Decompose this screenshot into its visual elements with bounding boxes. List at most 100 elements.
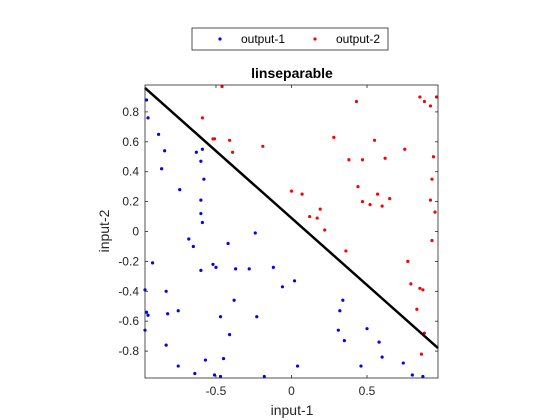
point-output-1 [212,373,217,377]
point-output-1 [146,313,150,317]
y-tick-label: 0 [132,225,139,239]
x-axis-ticks: -0.5 0 0.5 [206,85,376,398]
point-output-1 [199,198,203,202]
point-output-1 [211,262,215,266]
plot-area [145,85,438,378]
point-output-2 [332,135,336,139]
point-output-1 [227,333,232,337]
point-output-1 [253,231,257,235]
y-tick-label: -0.4 [118,284,139,298]
point-output-2 [344,249,348,253]
point-output-2 [360,200,365,204]
point-output-2 [318,207,322,211]
point-output-1 [359,364,363,368]
point-output-2 [300,192,304,196]
point-output-1 [255,315,259,319]
point-output-1 [247,267,251,271]
y-tick-label: 0.8 [122,105,139,119]
y-axis-ticks: -0.8 -0.6 -0.4 -0.2 0 0.2 0.4 0.6 0.8 [118,105,438,358]
point-output-2 [418,286,422,290]
point-output-2 [406,259,410,263]
point-output-1 [200,220,204,225]
point-output-2 [388,197,392,201]
point-output-1 [150,261,155,265]
point-output-1 [176,364,180,368]
point-output-2 [422,99,427,104]
point-output-2 [308,214,312,219]
point-output-2 [415,307,419,311]
y-tick-label: -0.2 [118,254,139,268]
y-tick-label: 0.2 [122,195,139,209]
point-output-1 [342,339,346,343]
point-output-1 [365,327,369,331]
point-output-2 [430,177,434,181]
point-output-2 [289,189,294,193]
point-output-1 [338,309,342,313]
legend-marker-output-1 [218,37,222,41]
plot-frame [144,84,439,379]
point-output-2 [315,216,319,220]
point-output-1 [163,149,167,153]
point-output-1 [200,147,204,151]
point-output-1 [226,241,230,246]
legend: output-1 output-2 [191,27,389,51]
point-output-1 [401,361,405,365]
point-output-2 [261,144,265,148]
x-axis-label: input-1 [271,402,314,418]
point-output-1 [166,312,170,316]
point-output-2 [227,138,232,142]
point-output-1 [202,177,206,181]
point-output-1 [218,374,223,379]
chart-title: linseparable [251,65,333,81]
point-output-2 [356,185,360,189]
decision-boundary-line [144,87,439,350]
point-output-1 [164,343,168,347]
y-tick-label: -0.8 [118,344,139,358]
point-output-2 [421,288,425,292]
point-output-2 [354,99,359,104]
point-output-2 [372,138,377,142]
point-output-2 [383,156,387,160]
point-output-1 [232,298,236,302]
point-output-2 [220,84,224,89]
point-output-1 [146,116,150,120]
point-output-2 [230,150,235,154]
x-tick-label: 0.5 [359,384,376,398]
x-tick-label: 0 [288,384,295,398]
y-axis-label: input-2 [96,209,112,252]
point-output-1 [377,340,381,344]
point-output-1 [156,132,161,136]
point-output-2 [323,228,327,232]
point-output-2 [380,204,384,208]
x-tick-label: -0.5 [206,384,227,398]
point-output-1 [199,268,203,272]
point-output-2 [433,210,437,214]
point-output-1 [234,267,238,271]
point-output-2 [200,116,204,120]
y-tick-label: 0.6 [122,135,139,149]
legend-box [191,27,389,51]
point-output-2 [375,192,380,196]
point-output-1 [421,374,425,379]
point-output-2 [418,95,422,99]
data-points [143,84,439,379]
point-output-2 [430,238,434,243]
point-output-1 [262,374,266,379]
point-output-2 [368,202,372,207]
legend-label-output-1: output-1 [241,32,285,46]
point-output-1 [295,364,300,368]
point-output-1 [199,159,203,163]
point-output-1 [380,355,384,359]
point-output-1 [341,298,345,302]
point-output-1 [194,150,198,154]
point-output-1 [191,244,195,249]
point-output-1 [218,315,223,319]
point-output-1 [199,211,203,216]
point-output-2 [434,95,439,99]
point-output-1 [214,265,218,269]
point-output-1 [292,279,297,283]
point-output-2 [428,198,433,202]
point-output-2 [428,104,433,108]
point-output-2 [347,158,351,162]
